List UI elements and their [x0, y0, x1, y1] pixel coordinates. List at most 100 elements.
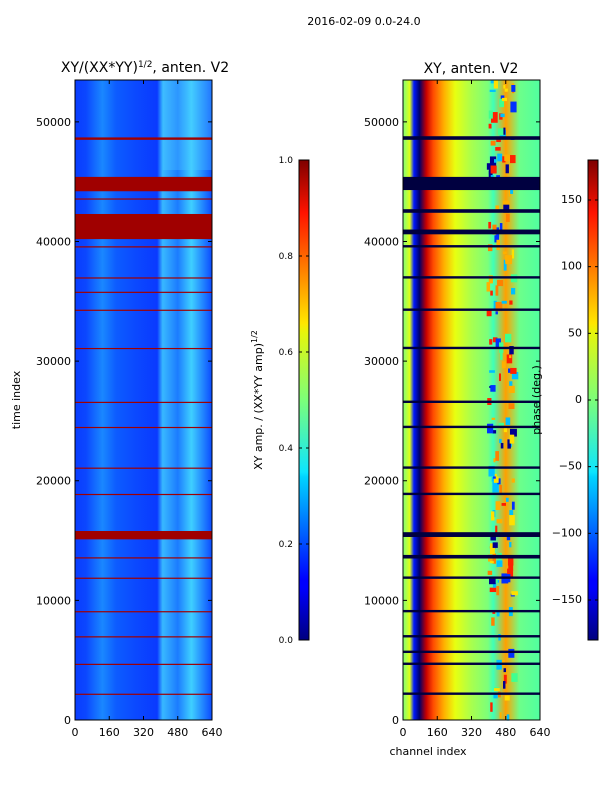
flagged-row [403, 492, 540, 496]
phase-noise-cell [503, 127, 506, 135]
phase-noise-cell [489, 156, 497, 166]
amp-ylabel: time index [10, 370, 23, 429]
flagged-row [403, 554, 540, 559]
phase-noise-cell [510, 187, 514, 194]
phase-flagged-rows [403, 136, 540, 695]
flagged-row [403, 609, 540, 613]
phase-xlabel: channel index [389, 745, 467, 758]
y-tick-label: 30000 [36, 355, 71, 368]
figure-title: 2016-02-09 0.0-24.0 [307, 15, 420, 28]
phase-noise-cell [487, 423, 494, 434]
phase-noise-cell [489, 89, 496, 92]
phase-noise-cell [491, 417, 496, 420]
flagged-row [403, 466, 540, 469]
y-tick-label: 50000 [36, 116, 71, 129]
flagged-row [75, 309, 212, 311]
phase-noise-cell [502, 200, 510, 205]
flagged-row [75, 137, 212, 140]
amp-title: XY/(XX*YY)1/2, anten. V2 [61, 60, 229, 76]
phase-noise-cell [490, 385, 496, 392]
flagged-row [403, 136, 540, 140]
flagged-row [403, 245, 540, 248]
phase-noise-cell [503, 681, 506, 689]
phase-noise-cell [509, 515, 515, 526]
flagged-row [403, 532, 540, 537]
phase-noise-cell [487, 244, 493, 252]
phase-noise-cell [494, 159, 497, 163]
phase-noise-cell [505, 255, 513, 262]
flagged-row [75, 347, 212, 350]
phase-noise-cell [505, 497, 509, 502]
phase-noise-cell [499, 223, 503, 233]
colorbar-tick-label: 150 [561, 193, 582, 206]
amp-y-axis: 0 10000 20000 30000 40000 50000 [36, 116, 212, 727]
phase-noise-cell [509, 346, 514, 355]
phase-noise-cell [496, 518, 503, 524]
phase-noise-cell [488, 275, 493, 284]
phase-noise-cell [493, 300, 497, 310]
amp-colorbar-label: XY amp. / (XX*YY amp)1/2 [250, 330, 265, 470]
flagged-row [403, 229, 540, 235]
phase-colorbar-label: phase (deg.) [530, 365, 543, 435]
phase-noise-cell [488, 170, 493, 181]
phase-noise-cell [509, 300, 513, 305]
phase-noise-cell [497, 279, 504, 287]
phase-noise-cell [501, 97, 507, 102]
phase-noise-cell [511, 84, 516, 92]
phase-noise-cell [488, 221, 492, 229]
y-tick-label: 0 [392, 714, 399, 727]
phase-noise-cell [490, 702, 493, 712]
phase-noise-cell [499, 712, 502, 719]
phase-noise-cell [496, 239, 501, 251]
phase-noise-cell [511, 249, 515, 259]
phase-noise-cell [489, 339, 493, 345]
phase-noise-cell [509, 381, 513, 389]
flagged-row [403, 400, 540, 403]
phase-noise-cell [490, 140, 496, 146]
phase-noise-cell [487, 570, 493, 575]
phase-noise-cell [498, 373, 502, 382]
phase-noise-cell [496, 560, 503, 567]
colorbar-tick-label: 0.2 [279, 540, 293, 550]
flagged-row [75, 557, 212, 559]
phase-noise-cell [504, 88, 508, 92]
flagged-row [75, 577, 212, 579]
phase-noise-cell [509, 355, 512, 359]
phase-noise-cell [497, 128, 505, 136]
phase-noise-cell [489, 578, 496, 585]
x-tick-label: 320 [133, 726, 154, 739]
phase-noise-cell [510, 101, 517, 113]
phase-noise-cell [489, 543, 495, 555]
flagged-row [75, 467, 212, 469]
phase-y-axis: 0 10000 20000 30000 40000 50000 [364, 116, 540, 727]
flagged-row [403, 176, 540, 191]
phase-noise-cell [511, 372, 519, 380]
phase-noise-cell [490, 511, 495, 521]
phase-title: XY, anten. V2 [424, 61, 519, 77]
phase-noise-cell [503, 674, 507, 684]
phase-noise-cell [501, 502, 507, 506]
flagged-row [403, 276, 540, 279]
phase-noise-cell [511, 287, 516, 295]
phase-noise-cell [503, 668, 507, 673]
phase-noise-band [486, 80, 519, 721]
y-tick-label: 30000 [364, 355, 399, 368]
colorbar-tick-label: 50 [568, 326, 582, 339]
phase-noise-cell [503, 204, 510, 213]
amp-colorbar: 0.0 0.2 0.4 0.6 0.8 1.0 XY amp. / (XX*YY amp)… [250, 156, 310, 646]
flagged-row [75, 213, 212, 240]
colorbar-tick-label: 0.6 [279, 348, 294, 358]
phase-noise-cell [492, 611, 496, 614]
phase-noise-cell [507, 439, 511, 449]
colorbar-tick-label: 0.8 [279, 252, 294, 262]
phase-noise-cell [491, 617, 495, 626]
phase-noise-cell [493, 476, 496, 479]
phase-colorbar-ticks: −150 −100 −50 0 50 100 150 [552, 193, 598, 606]
flagged-row [75, 277, 212, 279]
amp-heatmap [75, 80, 212, 720]
phase-noise-cell [511, 478, 515, 483]
x-tick-label: 640 [530, 726, 551, 739]
phase-noise-cell [488, 123, 492, 129]
colorbar-tick-label: 100 [561, 260, 582, 273]
